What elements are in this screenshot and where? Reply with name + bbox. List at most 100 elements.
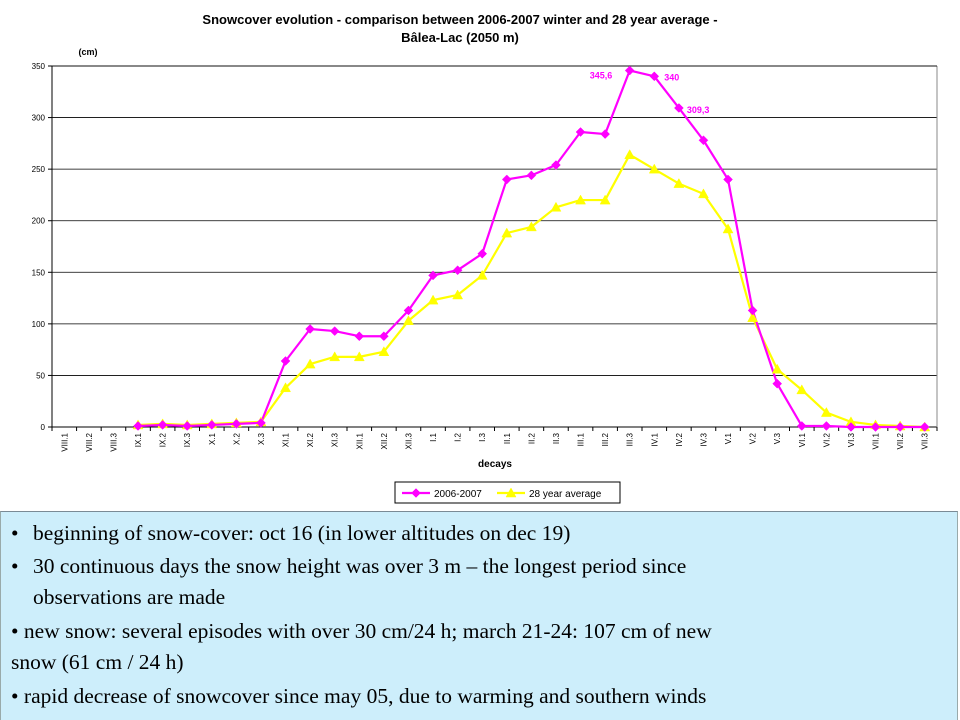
point-2006-2007-VI.3 xyxy=(846,422,856,432)
point-2006-2007-X.1 xyxy=(206,420,217,430)
point-28yr-average-V.1 xyxy=(722,223,734,234)
note-text: rapid decrease of snowcover since may 05… xyxy=(23,684,707,708)
x-tick-label: III.2 xyxy=(601,432,610,446)
note-rapid-decrease: • rapid decrease of snowcover since may … xyxy=(11,681,706,712)
point-28yr-average-II.1 xyxy=(501,227,513,238)
point-2006-2007-V.2 xyxy=(747,305,758,316)
bullet-glyph: • xyxy=(11,521,19,545)
legend-label-1: 28 year average xyxy=(529,489,602,500)
x-tick-label: VI.3 xyxy=(847,432,856,447)
point-28yr-average-VI.2 xyxy=(820,407,832,417)
point-2006-2007-X.2 xyxy=(231,419,242,429)
point-2006-2007-XII.3 xyxy=(403,305,414,316)
point-2006-2007-XII.1 xyxy=(354,331,365,342)
data-label: 345,6 xyxy=(590,71,613,81)
y-tick-label: 150 xyxy=(32,268,46,277)
point-2006-2007-II.3 xyxy=(551,160,561,170)
point-28yr-average-III.2 xyxy=(599,194,611,205)
legend-marker-0 xyxy=(411,488,421,498)
point-28yr-average-VI.1 xyxy=(796,384,808,395)
point-2006-2007-II.2 xyxy=(526,170,537,181)
point-2006-2007-VII.3 xyxy=(919,422,930,432)
note-text-continued: snow (61 cm / 24 h) xyxy=(11,650,184,674)
data-label: 340 xyxy=(664,72,679,82)
x-tick-label: IX.3 xyxy=(183,432,192,447)
legend-label-0: 2006-2007 xyxy=(434,489,482,500)
chart-title: Snowcover evolution - comparison between… xyxy=(202,12,717,27)
point-28yr-average-IV.1 xyxy=(648,163,660,174)
point-2006-2007-III.1 xyxy=(575,127,586,137)
y-tick-label: 0 xyxy=(41,423,46,432)
x-tick-label: V.1 xyxy=(724,432,733,444)
point-28yr-average-IV.2 xyxy=(673,178,685,188)
point-28yr-average-XI.3 xyxy=(329,351,341,362)
x-tick-label: X.1 xyxy=(208,432,217,445)
point-28yr-average-XII.2 xyxy=(378,346,390,356)
x-tick-label: II.3 xyxy=(552,432,561,444)
point-2006-2007-II.1 xyxy=(501,174,512,185)
point-2006-2007-VI.1 xyxy=(796,421,807,431)
point-2006-2007-III.2 xyxy=(600,129,610,139)
x-tick-label: VIII.2 xyxy=(85,432,94,451)
y-tick-label: 300 xyxy=(32,114,46,123)
note-continuous-days: • 30 continuous days the snow height was … xyxy=(11,551,686,613)
x-tick-label: II.1 xyxy=(503,432,512,444)
point-2006-2007-I.3 xyxy=(477,248,488,259)
point-2006-2007-XI.2 xyxy=(305,324,315,334)
point-28yr-average-XI.2 xyxy=(304,358,316,369)
point-2006-2007-XI.1 xyxy=(280,356,291,366)
point-2006-2007-XII.2 xyxy=(379,331,389,342)
x-axis-label: decays xyxy=(478,459,512,470)
point-2006-2007-IV.2 xyxy=(674,103,684,113)
x-tick-label: XI.2 xyxy=(306,432,315,447)
x-tick-label: III.1 xyxy=(577,432,586,446)
chart-area: Snowcover evolution - comparison between… xyxy=(31,12,938,504)
x-tick-label: XII.2 xyxy=(380,432,389,449)
series-line-0 xyxy=(137,69,925,429)
y-tick-label: 350 xyxy=(32,62,46,71)
point-2006-2007-IX.3 xyxy=(182,421,193,431)
x-tick-label: I.1 xyxy=(429,432,438,441)
point-2006-2007-I.2 xyxy=(452,265,463,276)
snowcover-chart: Snowcover evolution - comparison between… xyxy=(32,12,938,504)
y-tick-label: 200 xyxy=(32,217,46,226)
x-tick-label: IX.1 xyxy=(134,432,143,447)
y-axis-label: (cm) xyxy=(78,47,97,57)
point-28yr-average-I.1 xyxy=(427,294,439,305)
point-28yr-average-I.3 xyxy=(476,269,488,280)
x-tick-label: V.2 xyxy=(749,432,758,444)
point-2006-2007-IX.2 xyxy=(157,420,168,430)
point-2006-2007-V.1 xyxy=(723,174,733,185)
point-28yr-average-II.2 xyxy=(525,221,537,232)
point-28yr-average-XII.1 xyxy=(353,351,365,362)
x-tick-label: VIII.1 xyxy=(60,432,69,451)
bullet-glyph: • xyxy=(11,684,19,708)
x-tick-label: VII.3 xyxy=(921,432,930,449)
note-text: beginning of snow-cover: oct 16 (in lowe… xyxy=(33,521,571,545)
series-line-1 xyxy=(137,153,925,429)
x-tick-label: IV.1 xyxy=(650,432,659,446)
x-tick-label: XI.3 xyxy=(331,432,340,447)
x-tick-label: X.3 xyxy=(257,432,266,445)
point-2006-2007-I.1 xyxy=(428,270,438,281)
x-tick-label: IV.2 xyxy=(675,432,684,446)
x-tick-label: VII.2 xyxy=(896,432,905,449)
note-new-snow: • new snow: several episodes with over 3… xyxy=(11,616,712,678)
point-28yr-average-V.3 xyxy=(771,363,783,374)
x-tick-label: V.3 xyxy=(773,432,782,444)
point-28yr-average-IV.3 xyxy=(698,188,709,199)
bullet-glyph: • xyxy=(11,619,19,643)
note-text: 30 continuous days the snow height was o… xyxy=(33,554,687,578)
note-text: new snow: several episodes with over 30 … xyxy=(23,619,712,643)
data-label: 309,3 xyxy=(687,105,710,115)
bullet-glyph: • xyxy=(11,554,19,578)
point-28yr-average-I.2 xyxy=(452,289,464,300)
point-28yr-average-XII.3 xyxy=(403,315,414,326)
x-tick-label: III.3 xyxy=(626,432,635,446)
point-2006-2007-X.3 xyxy=(256,418,266,428)
x-tick-label: X.2 xyxy=(232,432,241,445)
point-2006-2007-VII.2 xyxy=(895,422,905,432)
x-tick-label: XII.3 xyxy=(404,432,413,449)
point-2006-2007-IV.3 xyxy=(698,135,709,146)
note-snow-cover-start: • beginning of snow-cover: oct 16 (in low… xyxy=(11,518,570,549)
